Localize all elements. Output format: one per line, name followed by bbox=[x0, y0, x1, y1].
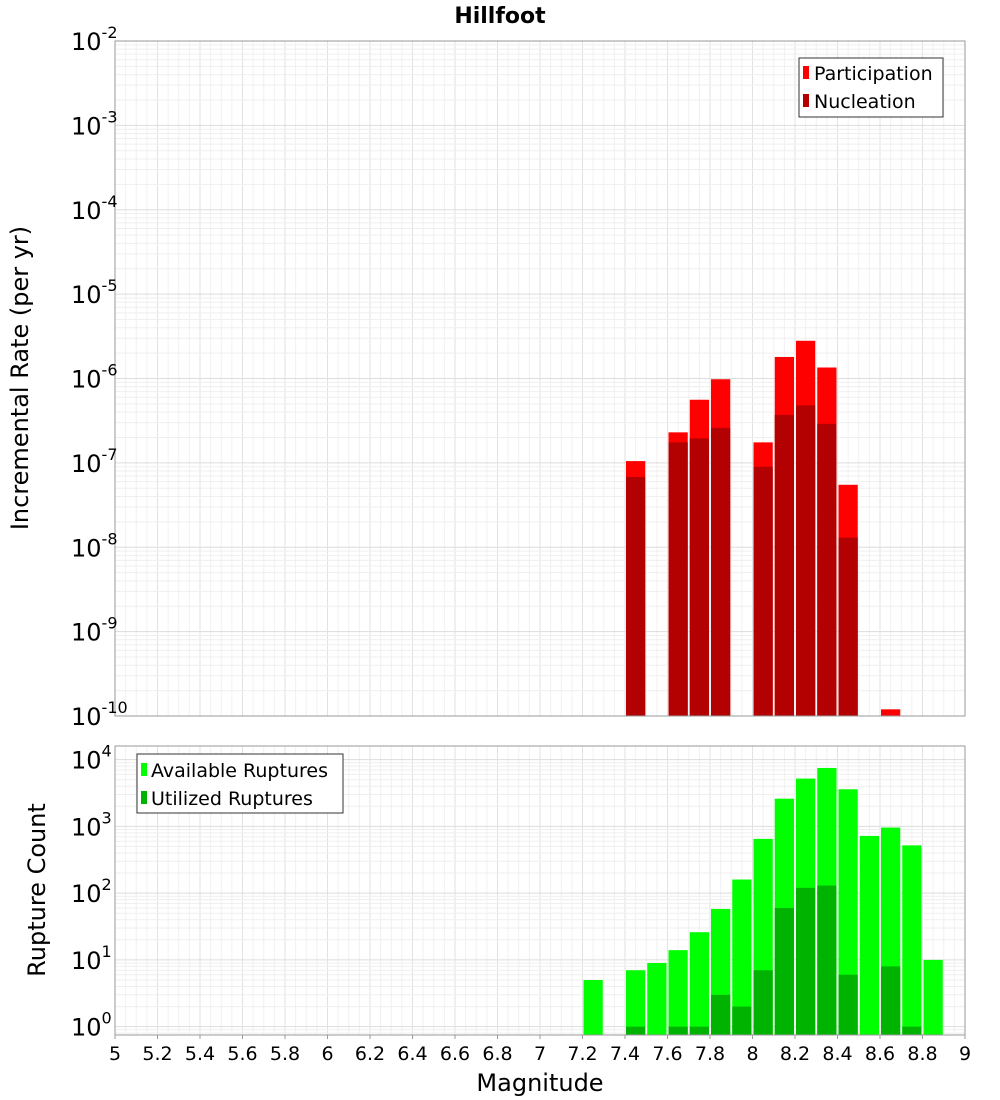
utilized-bar bbox=[902, 1026, 922, 1035]
x-tick-label: 5.2 bbox=[142, 1043, 172, 1065]
count-panel: 104 103 102 101 100 Rupture Count Available … bbox=[23, 742, 966, 1042]
utilized-bar bbox=[796, 887, 816, 1035]
nucleation-bar bbox=[838, 537, 858, 716]
x-tick-label: 7.8 bbox=[695, 1043, 725, 1065]
available-bar bbox=[859, 835, 879, 1035]
x-tick-label: 8.8 bbox=[907, 1043, 937, 1065]
nucleation-bar bbox=[668, 442, 688, 716]
participation-bar bbox=[881, 709, 901, 716]
count-y-ticks: 104 103 102 101 100 bbox=[71, 742, 112, 1042]
count-bars bbox=[583, 767, 943, 1035]
x-axis-label: Magnitude bbox=[476, 1069, 603, 1097]
y-tick-label: 104 bbox=[71, 742, 112, 775]
count-legend: Available Ruptures Utilized Ruptures bbox=[136, 753, 344, 814]
available-bar bbox=[668, 950, 688, 1035]
x-tick-label: 6.8 bbox=[482, 1043, 512, 1065]
y-tick-label: 103 bbox=[71, 808, 112, 841]
x-axis-ticks: 5 5.2 5.4 5.6 5.8 6 6.2 6.4 6.6 6.8 7 7.2 7.4 7.6 7.8 8… bbox=[109, 1035, 971, 1065]
x-tick-label: 7.6 bbox=[652, 1043, 682, 1065]
x-tick-label: 6.4 bbox=[397, 1043, 427, 1065]
x-tick-label: 9 bbox=[959, 1043, 971, 1065]
y-tick-label: 10-4 bbox=[71, 192, 118, 225]
available-legend-swatch bbox=[141, 763, 147, 776]
nucleation-legend-swatch bbox=[803, 94, 809, 107]
available-bar bbox=[583, 979, 603, 1035]
nucleation-legend-label: Nucleation bbox=[814, 91, 916, 113]
x-tick-label: 6.6 bbox=[440, 1043, 470, 1065]
rate-y-ticks: 10-2 10-3 10-4 10-5 10-6 10-7 10-8 10-9 10-10 bbox=[71, 23, 128, 731]
y-tick-label: 10-10 bbox=[71, 698, 128, 731]
x-tick-label: 7.2 bbox=[567, 1043, 597, 1065]
x-tick-label: 5.6 bbox=[227, 1043, 257, 1065]
available-bar bbox=[902, 845, 922, 1035]
available-bar bbox=[732, 879, 752, 1035]
available-bar bbox=[689, 932, 709, 1035]
rate-plot-frame bbox=[114, 40, 966, 717]
utilized-bar bbox=[881, 966, 901, 1035]
rate-legend: Participation Nucleation bbox=[798, 57, 944, 118]
x-tick-label: 8 bbox=[746, 1043, 758, 1065]
x-tick-label: 8.2 bbox=[780, 1043, 810, 1065]
y-tick-label: 10-9 bbox=[71, 614, 118, 647]
x-tick-label: 8.4 bbox=[822, 1043, 852, 1065]
nucleation-bar bbox=[774, 414, 794, 716]
utilized-bar bbox=[817, 885, 837, 1035]
y-tick-label: 10-6 bbox=[71, 361, 118, 394]
nucleation-bar bbox=[753, 466, 773, 716]
nucleation-bar bbox=[817, 423, 837, 716]
nucleation-bar bbox=[626, 477, 646, 716]
x-tick-label: 5 bbox=[109, 1043, 121, 1065]
y-tick-label: 10-2 bbox=[71, 23, 118, 56]
x-tick-label: 8.6 bbox=[865, 1043, 895, 1065]
x-tick-label: 6 bbox=[321, 1043, 333, 1065]
utilized-legend-label: Utilized Ruptures bbox=[151, 788, 313, 810]
available-bar bbox=[626, 970, 646, 1035]
utilized-bar bbox=[711, 994, 731, 1035]
y-tick-label: 101 bbox=[71, 942, 112, 975]
nucleation-bar bbox=[711, 427, 731, 716]
x-tick-label: 6.2 bbox=[355, 1043, 385, 1065]
participation-legend-label: Participation bbox=[814, 63, 933, 85]
participation-legend-swatch bbox=[803, 66, 809, 79]
rate-legend-box bbox=[798, 57, 944, 118]
available-bar bbox=[923, 959, 943, 1035]
rate-grid bbox=[114, 40, 966, 717]
chart-title: Hillfoot bbox=[454, 4, 546, 29]
y-tick-label: 10-8 bbox=[71, 529, 118, 562]
count-legend-box bbox=[136, 753, 344, 814]
utilized-bar bbox=[689, 1026, 709, 1035]
x-tick-label: 5.8 bbox=[270, 1043, 300, 1065]
nucleation-bar bbox=[796, 405, 816, 716]
utilized-bar bbox=[732, 1006, 752, 1035]
count-y-axis-label: Rupture Count bbox=[23, 803, 51, 977]
x-tick-label: 7 bbox=[534, 1043, 546, 1065]
rate-panel: 10-2 10-3 10-4 10-5 10-6 10-7 10-8 10-9 10-10 In… bbox=[6, 23, 966, 731]
utilized-bar bbox=[626, 1026, 646, 1035]
available-bar bbox=[647, 962, 667, 1035]
rate-y-axis-label: Incremental Rate (per yr) bbox=[6, 226, 34, 530]
x-tick-label: 7.4 bbox=[610, 1043, 640, 1065]
x-tick-label: 5.4 bbox=[185, 1043, 215, 1065]
utilized-bar bbox=[753, 970, 773, 1035]
y-tick-label: 100 bbox=[71, 1009, 112, 1042]
y-tick-label: 10-5 bbox=[71, 276, 118, 309]
available-legend-label: Available Ruptures bbox=[151, 760, 328, 782]
utilized-bar bbox=[838, 974, 858, 1035]
utilized-bar bbox=[774, 907, 794, 1035]
y-tick-label: 102 bbox=[71, 875, 112, 908]
rate-bars bbox=[626, 340, 901, 716]
y-tick-label: 10-7 bbox=[71, 445, 118, 478]
available-bar bbox=[838, 789, 858, 1035]
utilized-legend-swatch bbox=[141, 791, 147, 804]
y-tick-label: 10-3 bbox=[71, 107, 118, 140]
utilized-bar bbox=[668, 1026, 688, 1035]
nucleation-bar bbox=[689, 438, 709, 716]
